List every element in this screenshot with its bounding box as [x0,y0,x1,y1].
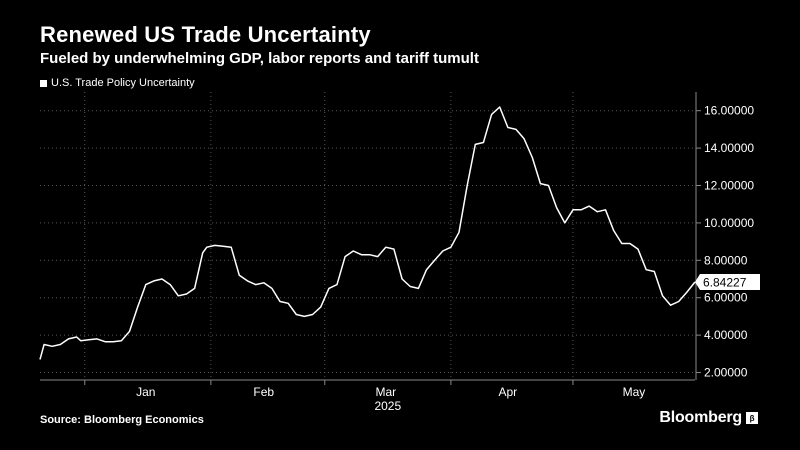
x-tick-label: Feb [253,385,274,399]
y-tick-label: 2.00000 [704,366,748,380]
x-year-label: 2025 [374,399,401,413]
source-note: Source: Bloomberg Economics [40,414,204,426]
chart-title: Renewed US Trade Uncertainty [40,22,371,47]
chart-legend: U.S. Trade Policy Uncertainty [40,77,195,89]
y-tick-label: 10.00000 [704,216,754,230]
series-line-trade-policy-uncertainty [39,106,696,360]
brand-mark-icon: β [746,412,758,424]
chart-subtitle: Fueled by underwhelming GDP, labor repor… [40,50,479,67]
y-tick-label: 6.00000 [704,291,748,305]
brand-name: Bloomberg [659,409,742,426]
y-tick-label: 4.00000 [704,328,748,342]
x-tick-label: May [623,385,646,399]
y-tick-label: 16.00000 [704,104,754,118]
y-tick-label: 8.00000 [704,253,748,267]
y-tick-label: 14.00000 [704,141,754,155]
y-tick-label: 12.00000 [704,179,754,193]
last-value-label: 6.84227 [703,275,747,289]
x-tick-label: Jan [136,385,155,399]
x-tick-label: Mar [375,385,396,399]
bloomberg-logo: Bloomberg β [659,409,758,427]
legend-swatch [40,79,47,87]
last-value-tag [695,273,760,290]
x-tick-label: Apr [499,385,518,399]
legend-label: U.S. Trade Policy Uncertainty [51,77,195,89]
